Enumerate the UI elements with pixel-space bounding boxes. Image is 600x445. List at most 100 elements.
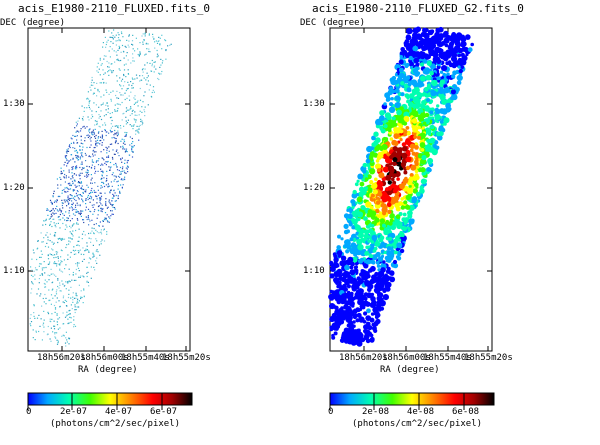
image-pixel bbox=[91, 133, 93, 135]
image-pixel bbox=[145, 43, 147, 45]
image-pixel bbox=[70, 232, 72, 234]
image-pixel bbox=[103, 219, 105, 221]
image-pixel bbox=[93, 133, 95, 135]
panel-1-cb-tick-4: 6e-07 bbox=[150, 407, 178, 417]
image-pixel bbox=[158, 40, 160, 42]
image-pixel bbox=[83, 276, 85, 278]
image-pixel bbox=[95, 170, 97, 172]
image-pixel bbox=[105, 146, 107, 148]
image-pixel bbox=[107, 156, 109, 158]
panel-1-ytick-3: 1:10 bbox=[3, 266, 25, 276]
image-pixel bbox=[84, 127, 86, 129]
image-pixel bbox=[52, 212, 54, 214]
image-pixel bbox=[119, 104, 121, 106]
image-pixel bbox=[89, 201, 91, 203]
image-pixel bbox=[126, 160, 128, 162]
image-pixel bbox=[34, 317, 36, 319]
image-pixel bbox=[79, 166, 81, 169]
image-pixel bbox=[89, 146, 91, 148]
image-pixel bbox=[146, 72, 148, 74]
image-pixel bbox=[75, 131, 77, 133]
panel-1-ytick-2: 1:20 bbox=[3, 183, 25, 193]
image-pixel bbox=[92, 129, 94, 131]
image-pixel bbox=[76, 185, 78, 187]
panel-1-xtick-3: 18h55m40s bbox=[121, 353, 170, 363]
image-pixel bbox=[124, 172, 126, 174]
image-pixel bbox=[142, 122, 144, 124]
image-pixel bbox=[113, 195, 115, 197]
image-pixel bbox=[147, 43, 149, 45]
image-pixel bbox=[73, 324, 75, 326]
image-pixel bbox=[103, 159, 105, 161]
image-pixel bbox=[44, 283, 46, 285]
image-pixel bbox=[91, 177, 93, 179]
image-pixel bbox=[93, 227, 95, 230]
image-pixel bbox=[138, 55, 140, 57]
image-pixel bbox=[96, 262, 98, 264]
image-pixel bbox=[112, 90, 114, 92]
image-pixel bbox=[133, 118, 135, 120]
image-pixel bbox=[98, 225, 100, 227]
image-pixel bbox=[53, 222, 55, 224]
image-pixel bbox=[108, 132, 110, 134]
image-pixel bbox=[109, 56, 111, 58]
image-pixel bbox=[88, 100, 90, 102]
image-pixel bbox=[120, 51, 122, 53]
image-blob bbox=[350, 242, 357, 248]
image-pixel bbox=[100, 96, 102, 98]
image-pixel bbox=[66, 311, 68, 313]
image-pixel bbox=[74, 311, 76, 314]
image-pixel bbox=[125, 120, 127, 122]
image-pixel bbox=[78, 236, 80, 238]
image-pixel bbox=[68, 280, 70, 282]
image-pixel bbox=[100, 243, 102, 245]
image-pixel bbox=[53, 218, 55, 220]
image-blob bbox=[346, 208, 350, 212]
image-pixel bbox=[82, 219, 85, 221]
image-pixel bbox=[49, 320, 51, 322]
image-pixel bbox=[61, 239, 63, 241]
image-pixel bbox=[71, 238, 73, 240]
image-pixel bbox=[106, 220, 109, 222]
image-pixel bbox=[109, 143, 111, 145]
image-pixel bbox=[49, 217, 51, 220]
image-pixel bbox=[59, 268, 61, 270]
image-pixel bbox=[84, 250, 86, 252]
image-pixel bbox=[147, 80, 149, 82]
image-pixel bbox=[102, 225, 104, 227]
image-pixel bbox=[73, 141, 75, 143]
image-pixel bbox=[79, 130, 82, 132]
image-blob bbox=[375, 318, 381, 325]
image-pixel bbox=[131, 137, 133, 140]
image-pixel bbox=[37, 240, 39, 242]
image-pixel bbox=[72, 158, 74, 160]
image-pixel bbox=[126, 168, 128, 170]
image-pixel bbox=[70, 142, 72, 144]
image-pixel bbox=[45, 223, 47, 226]
image-pixel bbox=[47, 246, 50, 248]
image-pixel bbox=[58, 263, 60, 265]
image-pixel bbox=[43, 310, 45, 312]
image-pixel bbox=[44, 279, 46, 281]
image-pixel bbox=[62, 207, 64, 209]
image-pixel bbox=[90, 136, 92, 139]
image-blob bbox=[438, 87, 445, 95]
image-pixel bbox=[55, 291, 57, 293]
image-pixel bbox=[59, 227, 61, 229]
image-pixel bbox=[117, 184, 119, 187]
image-blob bbox=[354, 182, 359, 187]
image-pixel bbox=[80, 290, 82, 292]
image-pixel bbox=[102, 164, 104, 166]
image-pixel bbox=[88, 224, 90, 226]
image-pixel bbox=[69, 188, 72, 190]
image-pixel bbox=[56, 201, 58, 203]
image-pixel bbox=[119, 92, 121, 94]
panel-2-ylabel: DEC (degree) bbox=[300, 18, 366, 28]
image-pixel bbox=[49, 240, 51, 242]
image-pixel bbox=[70, 194, 72, 196]
image-pixel bbox=[63, 214, 65, 216]
image-blob bbox=[337, 234, 341, 239]
image-pixel bbox=[58, 195, 60, 197]
image-pixel bbox=[143, 109, 145, 111]
image-pixel bbox=[81, 188, 83, 190]
